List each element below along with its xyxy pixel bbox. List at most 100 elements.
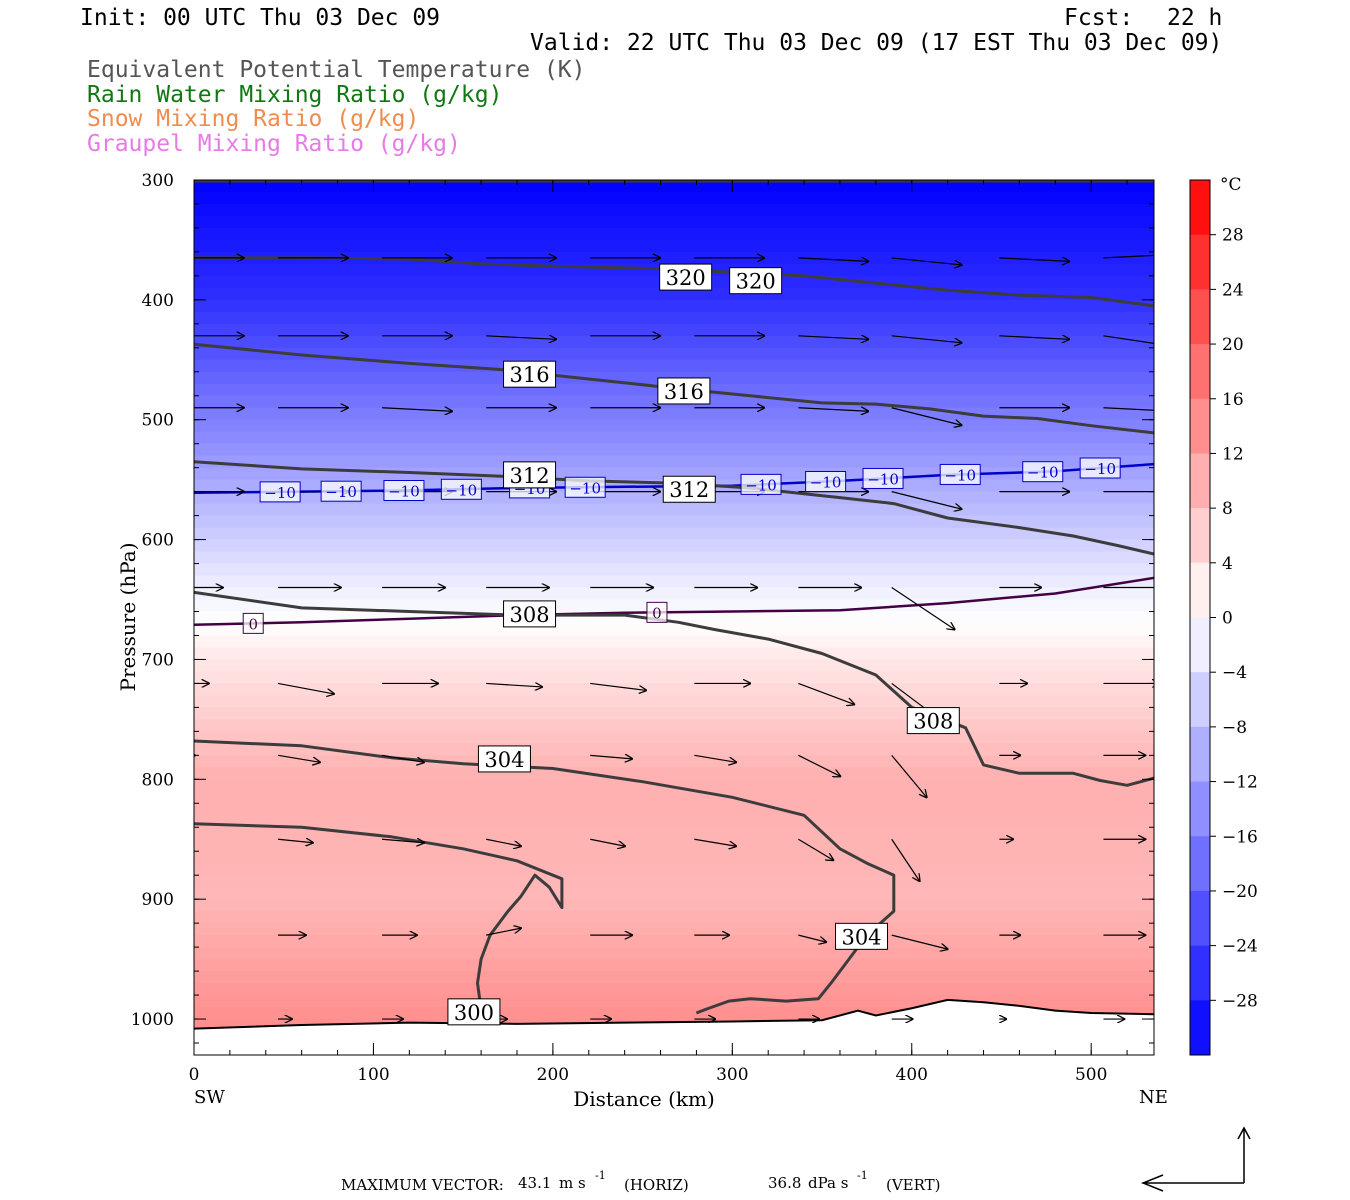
colorbar-band [1190, 617, 1210, 673]
wind-vector-arrow [1103, 335, 1154, 345]
max-horiz-unit: m s [559, 1174, 586, 1192]
isotherm-label: −10 [446, 481, 478, 499]
colorbar-unit: °C [1220, 175, 1242, 195]
temperature-band [194, 827, 1154, 840]
y-axis-title: Pressure (hPa) [116, 543, 140, 692]
colorbar-tick-label: 0 [1222, 609, 1233, 629]
wind-vector-arrow [694, 838, 736, 846]
temperature-band [194, 347, 1154, 361]
y-tick-label: 700 [142, 650, 174, 670]
temperature-band [194, 671, 1154, 685]
temperature-band [194, 995, 1154, 1008]
wind-vector-arrow [277, 754, 320, 762]
wind-vector-arrow [798, 838, 833, 860]
y-tick-label: 900 [142, 890, 174, 910]
init-time: Init: 00 UTC Thu 03 Dec 09 [80, 5, 441, 31]
theta-e-contour [194, 460, 1154, 556]
colorbar-band [1190, 508, 1210, 564]
colorbar-band [1190, 890, 1210, 947]
x-tick-label: 0 [189, 1065, 200, 1085]
colorbar-tick-label: 24 [1222, 280, 1244, 300]
isotherm-label-box [242, 612, 264, 634]
y-tick-label: 800 [142, 770, 174, 790]
temperature-band [194, 287, 1154, 301]
theta-e-label: 312 [669, 478, 709, 502]
y-tick-label: 1000 [131, 1010, 174, 1030]
colorbar-tick-label: 8 [1222, 499, 1233, 519]
colorbar-tick-label: −28 [1222, 991, 1258, 1011]
temperature-band [194, 311, 1154, 325]
plot-frame [193, 179, 1155, 1056]
temperature-band [194, 611, 1154, 625]
temperature-band [194, 323, 1154, 337]
temperature-band [194, 299, 1154, 313]
reference-vertical-arrow [1237, 1126, 1251, 1183]
theta-e-label: 320 [736, 270, 776, 294]
wind-vector-arrow [891, 587, 955, 630]
legend-rain: Rain Water Mixing Ratio (g/kg) [87, 82, 503, 108]
wind-vector-arrow [798, 754, 840, 776]
temperature-band [194, 959, 1154, 972]
wind-vector-arrow [798, 682, 854, 704]
temperature-band [194, 659, 1154, 673]
x-tick-label: 400 [896, 1065, 928, 1085]
temperature-band [194, 191, 1154, 205]
temperature-band [194, 527, 1154, 541]
wind-vector-arrow [590, 682, 646, 690]
wind-vector-arrow [999, 336, 1069, 340]
isotherm-label: −10 [867, 470, 899, 488]
theta-e-contour [194, 822, 564, 1010]
theta-e-label: 316 [510, 363, 550, 387]
theta-e-contour [194, 342, 1154, 435]
wind-vector-arrow [999, 258, 1069, 262]
colorbar-band [1190, 234, 1210, 290]
x-tick-label: 100 [357, 1065, 389, 1085]
max-horiz-value: 43.1 [518, 1174, 552, 1192]
wind-vector-arrow [891, 335, 962, 343]
wind-vector-arrow [486, 336, 556, 340]
temperature-band [194, 839, 1154, 852]
theta-e-label-box [503, 600, 557, 628]
underground-mask [194, 999, 1154, 1055]
wind-vector-arrow [798, 336, 868, 340]
x-tick-label: 300 [716, 1065, 748, 1085]
x-axis-title: Distance (km) [573, 1087, 715, 1111]
isotherm-label: 0 [652, 604, 662, 622]
temperature-band [194, 911, 1154, 924]
temperature-band [194, 755, 1154, 768]
temperature-band [194, 863, 1154, 876]
wind-vector-arrow [277, 839, 313, 843]
theta-e-label: 304 [484, 748, 524, 772]
theta-e-label: 300 [454, 1001, 494, 1025]
isotherm-label-box [740, 473, 782, 495]
isotherm-label: −10 [569, 479, 601, 497]
theta-e-label-box [477, 745, 531, 773]
colorbar-band [1190, 781, 1210, 837]
reference-vector-icon [1140, 1126, 1251, 1192]
colorbar-band [1190, 1000, 1210, 1056]
temperature-band [194, 647, 1154, 661]
temperature-band [194, 575, 1154, 589]
theta-e-label: 320 [666, 266, 706, 290]
isotherm-label: 0 [248, 615, 258, 633]
forecast-label: Fcst: [1064, 5, 1134, 31]
wind-vector-arrow [798, 408, 868, 412]
isotherm-label: −10 [388, 483, 420, 501]
wind-vector-arrow [798, 934, 826, 942]
colorbar-tick-label: −16 [1222, 827, 1258, 847]
isotherm-label-box [646, 601, 668, 623]
wind-vector-arrow [486, 838, 521, 846]
temperature-band [194, 767, 1154, 780]
temperature-band [194, 899, 1154, 912]
colorbar-tick-label: 20 [1222, 335, 1244, 355]
colorbar-tick-label: 16 [1222, 390, 1244, 410]
isotherm-label: −10 [745, 476, 777, 494]
temperature-band [194, 455, 1154, 469]
temperature-band [194, 851, 1154, 864]
colorbar-tick-label: 28 [1222, 226, 1244, 246]
colorbar-band [1190, 398, 1210, 454]
theta-e-label: 308 [510, 603, 550, 627]
wind-vector-arrow [891, 934, 948, 949]
temperature-band [194, 803, 1154, 816]
temperature-band [194, 635, 1154, 649]
